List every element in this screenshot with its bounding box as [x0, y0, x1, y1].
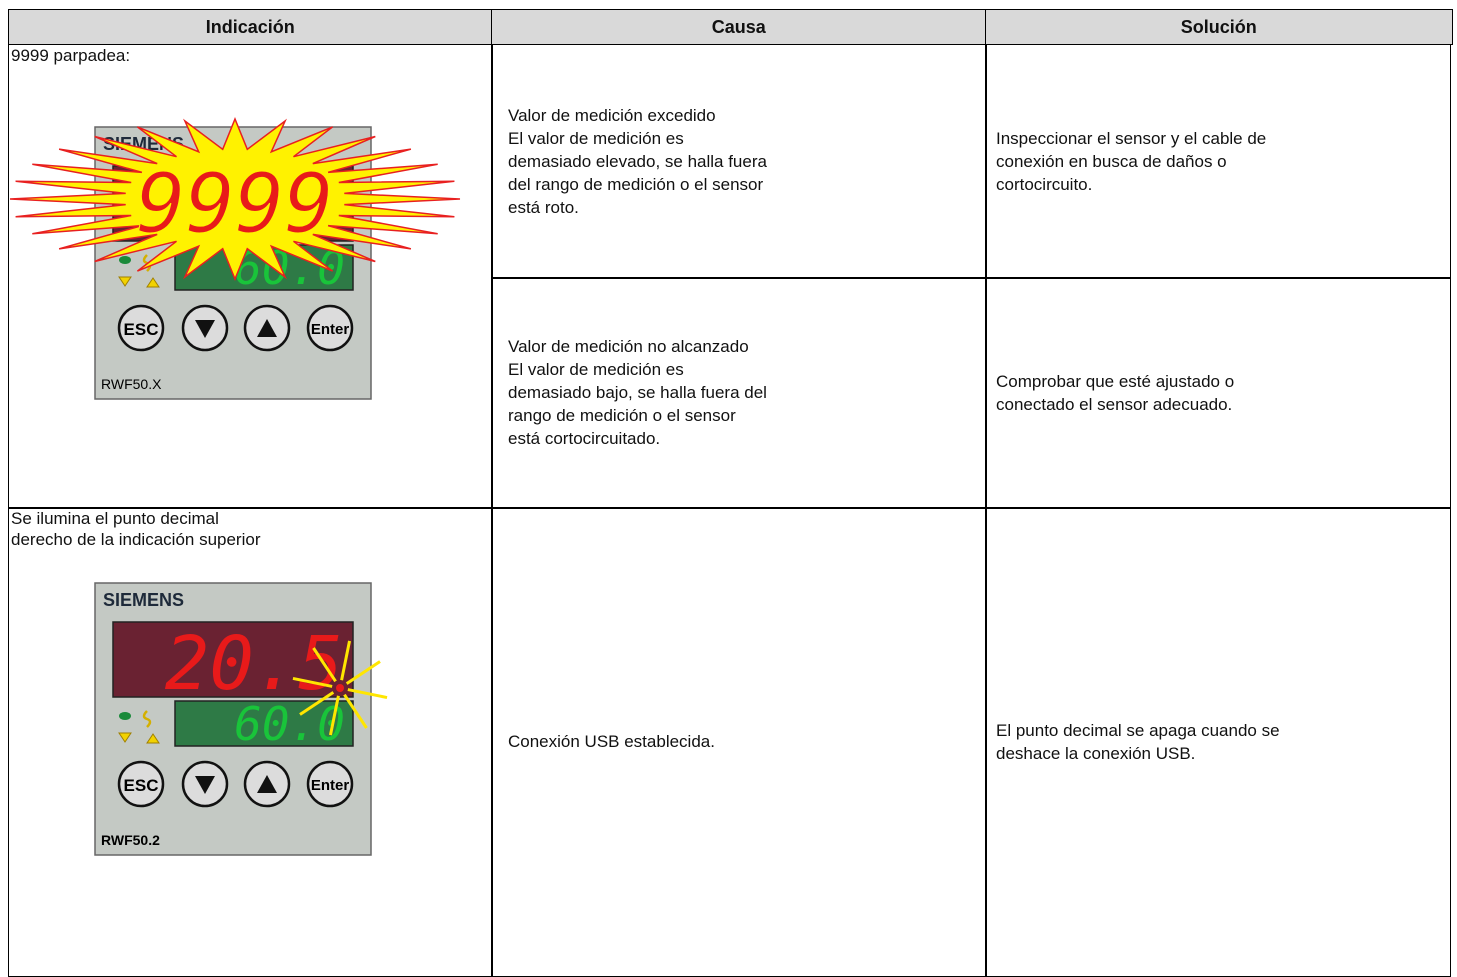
solution-cell: Inspeccionar el sensor y el cable de cone…	[985, 44, 1451, 279]
led	[146, 277, 160, 288]
button	[306, 304, 354, 352]
button-label: Enter	[311, 321, 350, 338]
solution-cell: Comprobar que esté ajustado o conectado e…	[985, 277, 1451, 509]
led	[119, 256, 131, 264]
button	[117, 304, 165, 352]
led	[142, 710, 152, 728]
text-line: conexión en busca de daños o	[996, 151, 1227, 171]
bottom-display	[174, 700, 354, 747]
text-line: El valor de medición es	[508, 360, 684, 380]
text-line: cortocircuito.	[996, 174, 1093, 194]
brand: SIEMENS	[103, 590, 184, 610]
text-line: El valor de medición es	[508, 128, 684, 148]
text-line: Valor de medición excedido	[508, 105, 716, 125]
header-cell: Solución	[985, 9, 1453, 45]
text-line: demasiado bajo, se halla fuera del	[508, 383, 767, 403]
text-line: Valor de medición no alcanzado	[508, 337, 749, 357]
device: SIEMENS 60.0 ESC Enter RWF50.2 20.5	[94, 582, 388, 856]
text-line: 9999 parpadea:	[11, 46, 131, 65]
arrow	[195, 776, 215, 794]
button	[306, 760, 354, 808]
cause-cell: Valor de medición excedido El valor de me…	[491, 44, 987, 279]
text-line: Se ilumina el punto decimal	[11, 509, 219, 528]
text-line: demasiado elevado, se halla fuera	[508, 151, 767, 171]
text-line: conectado el sensor adecuado.	[996, 394, 1233, 414]
sparkle	[292, 676, 333, 688]
cause-cell: Valor de medición no alcanzado El valor d…	[491, 277, 987, 509]
button	[117, 760, 165, 808]
led	[146, 733, 160, 744]
starburst	[9, 117, 461, 281]
text-line: rango de medición o el sensor	[508, 406, 736, 426]
top-display-value: 20.5	[165, 621, 343, 707]
button-label: Enter	[311, 777, 350, 794]
sparkle	[347, 688, 388, 700]
button-label: ESC	[124, 320, 159, 339]
indication-cell: 9999 parpadea:	[8, 44, 493, 509]
led	[119, 712, 131, 720]
sparkle	[345, 660, 381, 685]
model: RWF50.X	[101, 376, 162, 392]
top-display	[112, 621, 354, 698]
bottom-display-value: 60.0	[234, 697, 345, 751]
text-line: está roto.	[508, 197, 579, 217]
header-cell: Indicación	[8, 9, 493, 45]
text-line: Comprobar que esté ajustado o	[996, 371, 1235, 391]
arrow	[195, 320, 215, 338]
arrow	[257, 319, 277, 337]
text-line: El punto decimal se apaga cuando se	[996, 720, 1280, 740]
led	[118, 276, 132, 287]
led	[118, 732, 132, 743]
arrow	[257, 775, 277, 793]
text-line: del rango de medición o el sensor	[508, 174, 764, 194]
sparkle	[299, 691, 335, 716]
sparkle	[340, 640, 352, 681]
sparkle	[312, 647, 337, 683]
text-line: derecho de la indicación superior	[11, 530, 261, 549]
text-line: deshace la conexión USB.	[996, 743, 1196, 763]
button-label: ESC	[124, 776, 159, 795]
model: RWF50.2	[101, 832, 160, 848]
top-display-value: 9999	[136, 157, 333, 252]
text-line: Conexión USB establecida.	[508, 732, 715, 752]
sparkle	[343, 693, 368, 729]
text-line: está cortocircuitado.	[508, 429, 661, 449]
sparkle-dot	[336, 684, 344, 692]
sparkle	[328, 695, 340, 736]
text-line: Inspeccionar el sensor y el cable de	[996, 128, 1267, 148]
